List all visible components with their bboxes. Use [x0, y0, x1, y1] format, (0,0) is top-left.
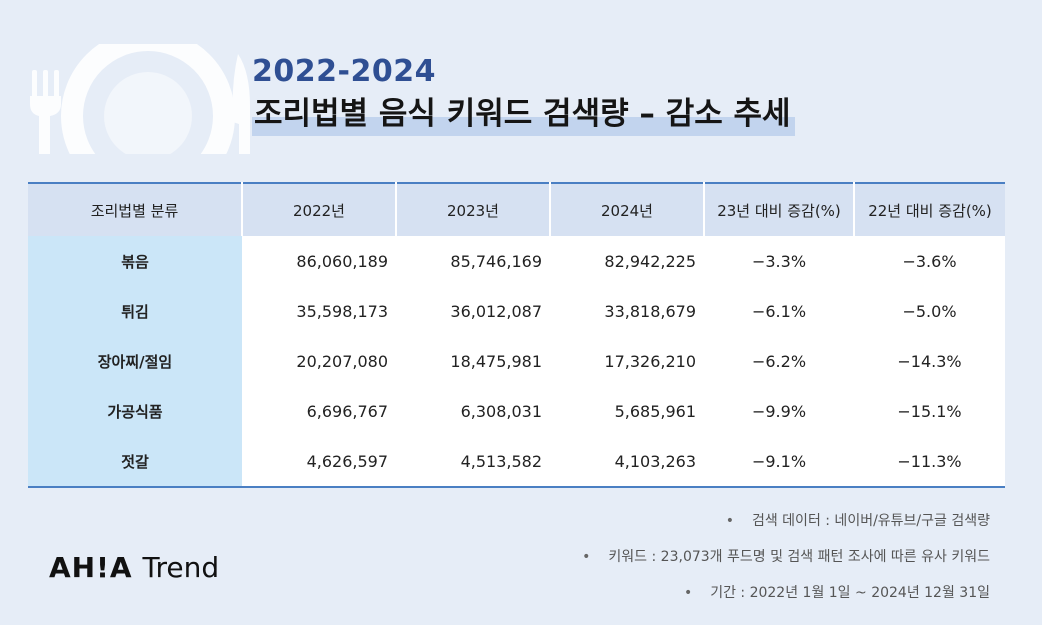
search-volume-table: 조리법별 분류 2022년 2023년 2024년 23년 대비 증감(%) 2… [28, 182, 1005, 488]
footnotes: • 검색 데이터 : 네이버/유튜브/구글 검색량 • 키워드 : 23,073개 … [582, 512, 990, 620]
cell-change-vs-23: −9.1% [704, 436, 854, 487]
cell-2024: 82,942,225 [550, 236, 704, 286]
cell-change-vs-23: −3.3% [704, 236, 854, 286]
cell-change-vs-22: −5.0% [854, 286, 1005, 336]
cell-change-vs-22: −15.1% [854, 386, 1005, 436]
cell-2023: 36,012,087 [396, 286, 550, 336]
cell-change-vs-23: −6.2% [704, 336, 854, 386]
row-category: 장아찌/절임 [28, 336, 242, 386]
cell-2022: 35,598,173 [242, 286, 396, 336]
note-period: • 기간 : 2022년 1월 1일 ~ 2024년 12월 31일 [582, 584, 990, 603]
cell-2023: 4,513,582 [396, 436, 550, 487]
table-row: 가공식품 6,696,767 6,308,031 5,685,961 −9.9%… [28, 386, 1005, 436]
table-row: 볶음 86,060,189 85,746,169 82,942,225 −3.3… [28, 236, 1005, 286]
note-keywords: • 키워드 : 23,073개 푸드명 및 검색 패턴 조사에 따른 유사 키워드 [582, 548, 990, 567]
bullet-icon: • [725, 513, 734, 529]
cell-2024: 33,818,679 [550, 286, 704, 336]
cell-2024: 5,685,961 [550, 386, 704, 436]
note-text: 키워드 : 23,073개 푸드명 및 검색 패턴 조사에 따른 유사 키워드 [608, 549, 990, 565]
note-text: 검색 데이터 : 네이버/유튜브/구글 검색량 [751, 513, 990, 529]
cell-2023: 6,308,031 [396, 386, 550, 436]
header-2024: 2024년 [549, 183, 704, 236]
cell-2024: 4,103,263 [550, 436, 704, 487]
cell-change-vs-22: −3.6% [854, 236, 1005, 286]
logo-brand: AH!A [49, 551, 133, 584]
title-year: 2022-2024 [252, 54, 436, 89]
logo-product: Trend [142, 551, 220, 584]
header-2022: 2022년 [241, 183, 396, 236]
table-row: 튀김 35,598,173 36,012,087 33,818,679 −6.1… [28, 286, 1005, 336]
cell-change-vs-22: −11.3% [854, 436, 1005, 487]
table-row: 장아찌/절임 20,207,080 18,475,981 17,326,210 … [28, 336, 1005, 386]
row-category: 볶음 [28, 236, 242, 286]
header-2023: 2023년 [395, 183, 550, 236]
header-change-vs-22: 22년 대비 증감(%) [853, 183, 1005, 236]
header-category: 조리법별 분류 [28, 183, 242, 236]
note-text: 기간 : 2022년 1월 1일 ~ 2024년 12월 31일 [710, 585, 990, 601]
logo: AH!A Trend [49, 551, 219, 584]
cell-2022: 4,626,597 [242, 436, 396, 487]
cell-2022: 86,060,189 [242, 236, 396, 286]
table-row: 젓갈 4,626,597 4,513,582 4,103,263 −9.1% −… [28, 436, 1005, 487]
bullet-icon: • [683, 585, 693, 601]
note-source: • 검색 데이터 : 네이버/유튜브/구글 검색량 [582, 512, 990, 531]
cell-change-vs-23: −6.1% [704, 286, 854, 336]
cell-2023: 18,475,981 [396, 336, 550, 386]
page-title: 조리법별 음식 키워드 검색량 – 감소 추세 [252, 94, 795, 136]
cell-2022: 6,696,767 [242, 386, 396, 436]
cell-change-vs-23: −9.9% [704, 386, 854, 436]
cell-2022: 20,207,080 [242, 336, 396, 386]
cell-change-vs-22: −14.3% [854, 336, 1005, 386]
row-category: 가공식품 [28, 386, 242, 436]
cell-2024: 17,326,210 [550, 336, 704, 386]
row-category: 젓갈 [28, 436, 242, 487]
cell-2023: 85,746,169 [396, 236, 550, 286]
table-header-row: 조리법별 분류 2022년 2023년 2024년 23년 대비 증감(%) 2… [28, 183, 1005, 236]
bullet-icon: • [582, 549, 591, 565]
header-change-vs-23: 23년 대비 증감(%) [703, 183, 854, 236]
row-category: 튀김 [28, 286, 242, 336]
fork-plate-knife-icon [30, 44, 250, 154]
